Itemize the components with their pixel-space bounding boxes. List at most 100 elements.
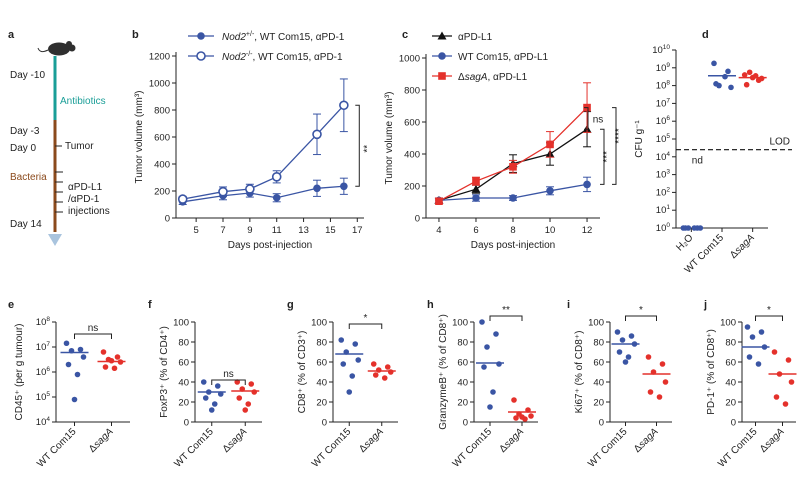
significance-bracket xyxy=(211,379,246,385)
y-tick-label: 80 xyxy=(316,338,327,349)
y-tick-label: 20 xyxy=(593,398,604,409)
data-point xyxy=(682,225,689,231)
day-label: Day 14 xyxy=(10,219,42,230)
y-tick-label: 0 xyxy=(322,418,327,429)
significance-label: ns xyxy=(88,323,99,334)
y-tick-label: 105 xyxy=(36,391,51,403)
series-line xyxy=(182,104,345,200)
y-tick-label: 100 xyxy=(311,318,327,329)
data-point xyxy=(647,389,654,395)
y-tick-label: 800 xyxy=(154,106,170,117)
x-tick-label: 6 xyxy=(473,225,478,236)
data-point xyxy=(788,379,795,385)
data-point xyxy=(471,184,481,193)
data-point xyxy=(65,361,72,368)
data-point xyxy=(338,337,345,343)
data-point xyxy=(251,389,258,395)
panel-label-i: i xyxy=(567,299,570,311)
y-tick-label: 60 xyxy=(725,358,736,369)
data-point xyxy=(375,367,382,373)
data-point xyxy=(200,379,207,385)
y-tick-label: 80 xyxy=(457,338,468,349)
data-point xyxy=(271,172,282,182)
significance-label: ns xyxy=(223,369,234,380)
data-point xyxy=(728,84,734,91)
data-point xyxy=(234,379,241,385)
lod-label: LOD xyxy=(769,137,790,148)
data-point xyxy=(659,361,666,367)
data-point xyxy=(614,329,621,335)
panel-label-b: b xyxy=(132,29,139,41)
legend-marker xyxy=(197,32,205,40)
y-tick-label: 400 xyxy=(154,160,170,171)
y-tick-label: 0 xyxy=(184,418,189,429)
nd-label: nd xyxy=(692,156,703,167)
data-point xyxy=(372,372,379,378)
data-point xyxy=(102,364,109,370)
dot-plot-e: 104 105 106 107 108 CD45⁺ (per g tumour) WT Co… xyxy=(14,316,130,470)
data-point xyxy=(355,357,362,363)
y-tick-label: 20 xyxy=(725,398,736,409)
y-tick-label: 107 xyxy=(656,97,671,109)
significance-bracket xyxy=(612,107,617,185)
x-tick-label: 13 xyxy=(298,225,309,236)
significance-label: * xyxy=(767,305,771,316)
x-tick-label: ΔsagA xyxy=(87,426,116,455)
data-point xyxy=(691,225,698,231)
y-tick-label: 108 xyxy=(656,80,671,92)
x-tick-label: 11 xyxy=(272,225,282,236)
legend-entry: Nod2-/-, WT Com15, αPD-1 xyxy=(222,51,343,63)
data-point xyxy=(583,180,591,189)
day-label: Day -10 xyxy=(10,70,45,81)
data-point xyxy=(340,182,348,191)
data-point xyxy=(513,415,519,421)
antibiotics-label: Antibiotics xyxy=(60,96,106,107)
x-tick-label: WT Com15 xyxy=(716,426,760,470)
y-axis-label: CD45⁺ (per g tumour) xyxy=(14,324,25,421)
y-tick-label: 20 xyxy=(178,398,189,409)
data-point xyxy=(218,186,228,197)
significance-bracket xyxy=(755,315,783,321)
injection-ticks xyxy=(55,171,63,213)
panel-label-h: h xyxy=(427,299,434,311)
data-point xyxy=(381,375,388,381)
series-1 xyxy=(434,176,592,205)
line-chart-b: 0 200 400 600 800 1000 1200 5 7 9 11 13 15 17 Days pos… xyxy=(134,31,373,251)
y-tick-label: 0 xyxy=(463,418,468,429)
legend-entry: αPD-L1 xyxy=(458,32,493,43)
x-axis-label: Days post-injection xyxy=(228,240,312,251)
significance-label: * xyxy=(364,313,368,324)
injections-label: /αPD-1 xyxy=(68,194,100,205)
dot-plot-d: 100 101 102 103 104 105 106 107 108 109 1010 CFU g⁻… xyxy=(634,44,792,276)
y-tick-label: 107 xyxy=(36,341,51,353)
y-tick-label: 200 xyxy=(154,187,170,198)
data-point xyxy=(349,373,356,379)
injections-label: αPD-L1 xyxy=(68,182,103,193)
data-point xyxy=(346,389,353,395)
data-point xyxy=(74,371,81,378)
timeline-arrow-icon xyxy=(48,234,62,246)
series-2 xyxy=(434,82,592,205)
data-point xyxy=(743,81,750,88)
data-point xyxy=(352,341,359,347)
injections-label: injections xyxy=(68,206,110,217)
panel-a-timeline: a Day -10 Day -3 Day 0 Day 14 Antibiotic… xyxy=(8,29,110,246)
data-point xyxy=(625,354,632,360)
y-tick-label: 40 xyxy=(178,378,189,389)
y-tick-label: 80 xyxy=(593,338,604,349)
data-point xyxy=(211,401,218,407)
y-tick-label: 80 xyxy=(725,338,736,349)
x-axis-label: Days post-injection xyxy=(471,240,555,251)
data-point xyxy=(202,395,209,401)
significance-label: ** xyxy=(502,305,510,316)
y-axis-label: Tumor volume (mm³) xyxy=(134,91,145,184)
day-label: Day 0 xyxy=(10,143,37,154)
y-axis-label: PD-1⁺ (% of CD8⁺) xyxy=(706,329,717,415)
data-point xyxy=(645,354,652,360)
data-point xyxy=(546,187,554,195)
y-tick-label: 105 xyxy=(656,133,671,145)
